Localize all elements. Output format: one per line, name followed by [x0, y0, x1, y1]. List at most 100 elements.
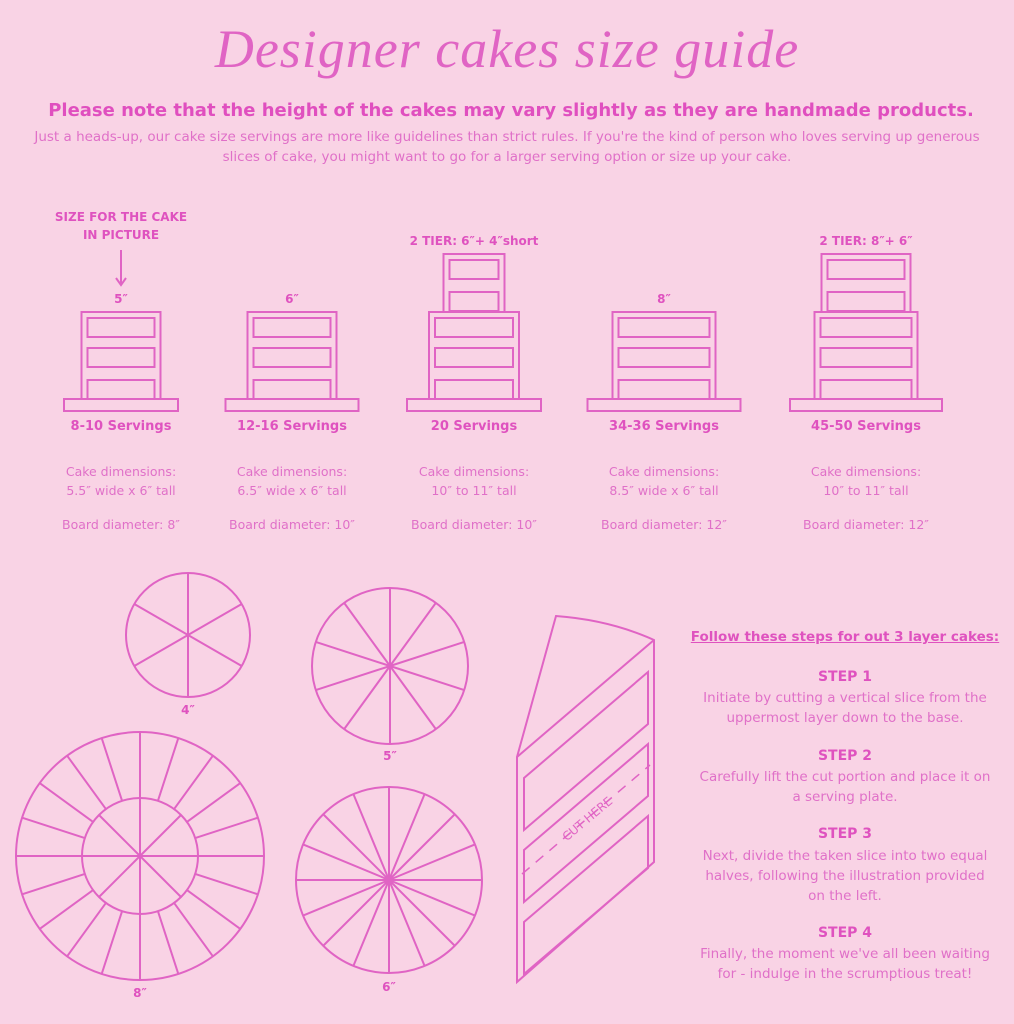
cake-layer — [86, 317, 156, 338]
cake-board — [224, 398, 360, 412]
cut-line — [343, 665, 391, 730]
cake-layer — [252, 317, 332, 338]
step-text: Carefully lift the cut portion and place… — [699, 769, 991, 805]
servings: 45-50 Servings — [811, 419, 921, 434]
cake-layer — [826, 291, 906, 312]
dimensions: 6.5″ wide x 6″ tall — [237, 483, 347, 498]
step-text: Next, divide the taken slice into two eq… — [702, 848, 988, 904]
cut-line — [343, 602, 391, 667]
dimensions: 10″ to 11″ tall — [823, 483, 909, 498]
cake-label: 2 TIER: 6″+ 4″short — [409, 234, 539, 248]
title: Designer cakes size guide — [214, 19, 800, 79]
cut-line — [98, 814, 141, 857]
cut-line — [156, 737, 180, 802]
cut-line — [133, 603, 189, 636]
steps-heading: Follow these steps for out 3 layer cakes… — [690, 629, 1000, 645]
cut-line — [322, 879, 390, 947]
step-title: STEP 3 — [817, 826, 873, 842]
cake-board — [586, 398, 742, 412]
cake-layer — [252, 379, 332, 400]
step-title: STEP 2 — [817, 748, 873, 764]
board-diameter: Board diameter: 12″ — [601, 517, 727, 532]
feature-note: IN PICTURE — [82, 228, 160, 242]
dimensions: 10″ to 11″ tall — [431, 483, 517, 498]
cut-line — [39, 889, 94, 930]
cake-tier — [820, 253, 912, 313]
cake-layer — [448, 259, 500, 280]
cut-line — [133, 634, 189, 667]
cake-label: 6″ — [285, 292, 299, 306]
dimensions: 5.5″ wide x 6″ tall — [66, 483, 176, 498]
cut-line — [156, 910, 180, 975]
intro: Just a heads-up, our cake size servings … — [34, 129, 980, 165]
cut-line — [352, 793, 390, 881]
cut-line — [21, 816, 86, 840]
board-diameter: Board diameter: 8″ — [62, 517, 180, 532]
step-text: Initiate by cutting a vertical slice fro… — [703, 690, 987, 726]
cut-line — [139, 814, 182, 857]
cake-layer — [86, 347, 156, 368]
cut-line — [388, 879, 456, 947]
cake-tier — [246, 311, 338, 400]
dimensions: Cake dimensions: — [65, 464, 177, 479]
dimensions: Cake dimensions: — [418, 464, 530, 479]
cut-line — [194, 872, 259, 896]
cake-tier — [611, 311, 717, 400]
cake-layer — [434, 317, 514, 338]
cake-board — [63, 398, 179, 412]
cut-line — [389, 640, 465, 667]
cut-line — [173, 755, 214, 810]
cut-line — [315, 640, 391, 667]
cake-label: 5″ — [114, 292, 128, 306]
cake-tier — [428, 311, 520, 400]
board-diameter: Board diameter: 10″ — [411, 517, 537, 532]
dimensions: 8.5″ wide x 6″ tall — [609, 483, 719, 498]
cut-line — [66, 755, 107, 810]
cut-line — [389, 665, 465, 692]
cake-layer — [434, 379, 514, 400]
guide-label: 5″ — [383, 749, 397, 763]
cake-label: 2 TIER: 8″+ 6″ — [819, 234, 913, 248]
cake-layer — [617, 317, 711, 338]
guide-label: 8″ — [133, 986, 147, 1000]
slice-layer — [523, 669, 649, 833]
slice-layer — [523, 813, 649, 977]
feature-note: SIZE FOR THE CAKE — [54, 210, 188, 224]
dimensions: Cake dimensions: — [810, 464, 922, 479]
cut-line — [100, 910, 124, 975]
cake-layer — [819, 317, 913, 338]
cut-line — [302, 843, 390, 881]
cut-line — [186, 782, 241, 823]
board-diameter: Board diameter: 10″ — [229, 517, 355, 532]
servings: 20 Servings — [430, 419, 518, 434]
cut-line — [352, 879, 390, 967]
cake-layer — [86, 379, 156, 400]
cake-layer — [617, 379, 711, 400]
cut-line — [98, 855, 141, 898]
cake-label: 8″ — [657, 292, 671, 306]
cake-board — [406, 398, 542, 412]
cake-layer — [617, 347, 711, 368]
cut-line — [389, 602, 437, 667]
cake-layer — [448, 291, 500, 312]
servings: 12-16 Servings — [237, 419, 347, 434]
cut-line — [194, 816, 259, 840]
guide-label: 4″ — [181, 703, 195, 717]
cut-line — [322, 813, 390, 881]
cut-line — [186, 889, 241, 930]
board-diameter: Board diameter: 12″ — [803, 517, 929, 532]
cut-line — [388, 879, 476, 917]
step-text: Finally, the moment we've all been waiti… — [700, 946, 990, 982]
servings: 8-10 Servings — [70, 419, 172, 434]
note: Please note that the height of the cakes… — [48, 100, 974, 121]
step-title: STEP 1 — [817, 669, 873, 685]
cake-tier — [813, 311, 919, 400]
cut-line — [187, 634, 243, 667]
cake-tier — [80, 311, 162, 400]
cake-layer — [819, 379, 913, 400]
cake-layer — [252, 347, 332, 368]
dimensions: Cake dimensions: — [236, 464, 348, 479]
cut-line — [21, 872, 86, 896]
cut-line — [139, 855, 182, 898]
slice-layer — [523, 741, 649, 905]
